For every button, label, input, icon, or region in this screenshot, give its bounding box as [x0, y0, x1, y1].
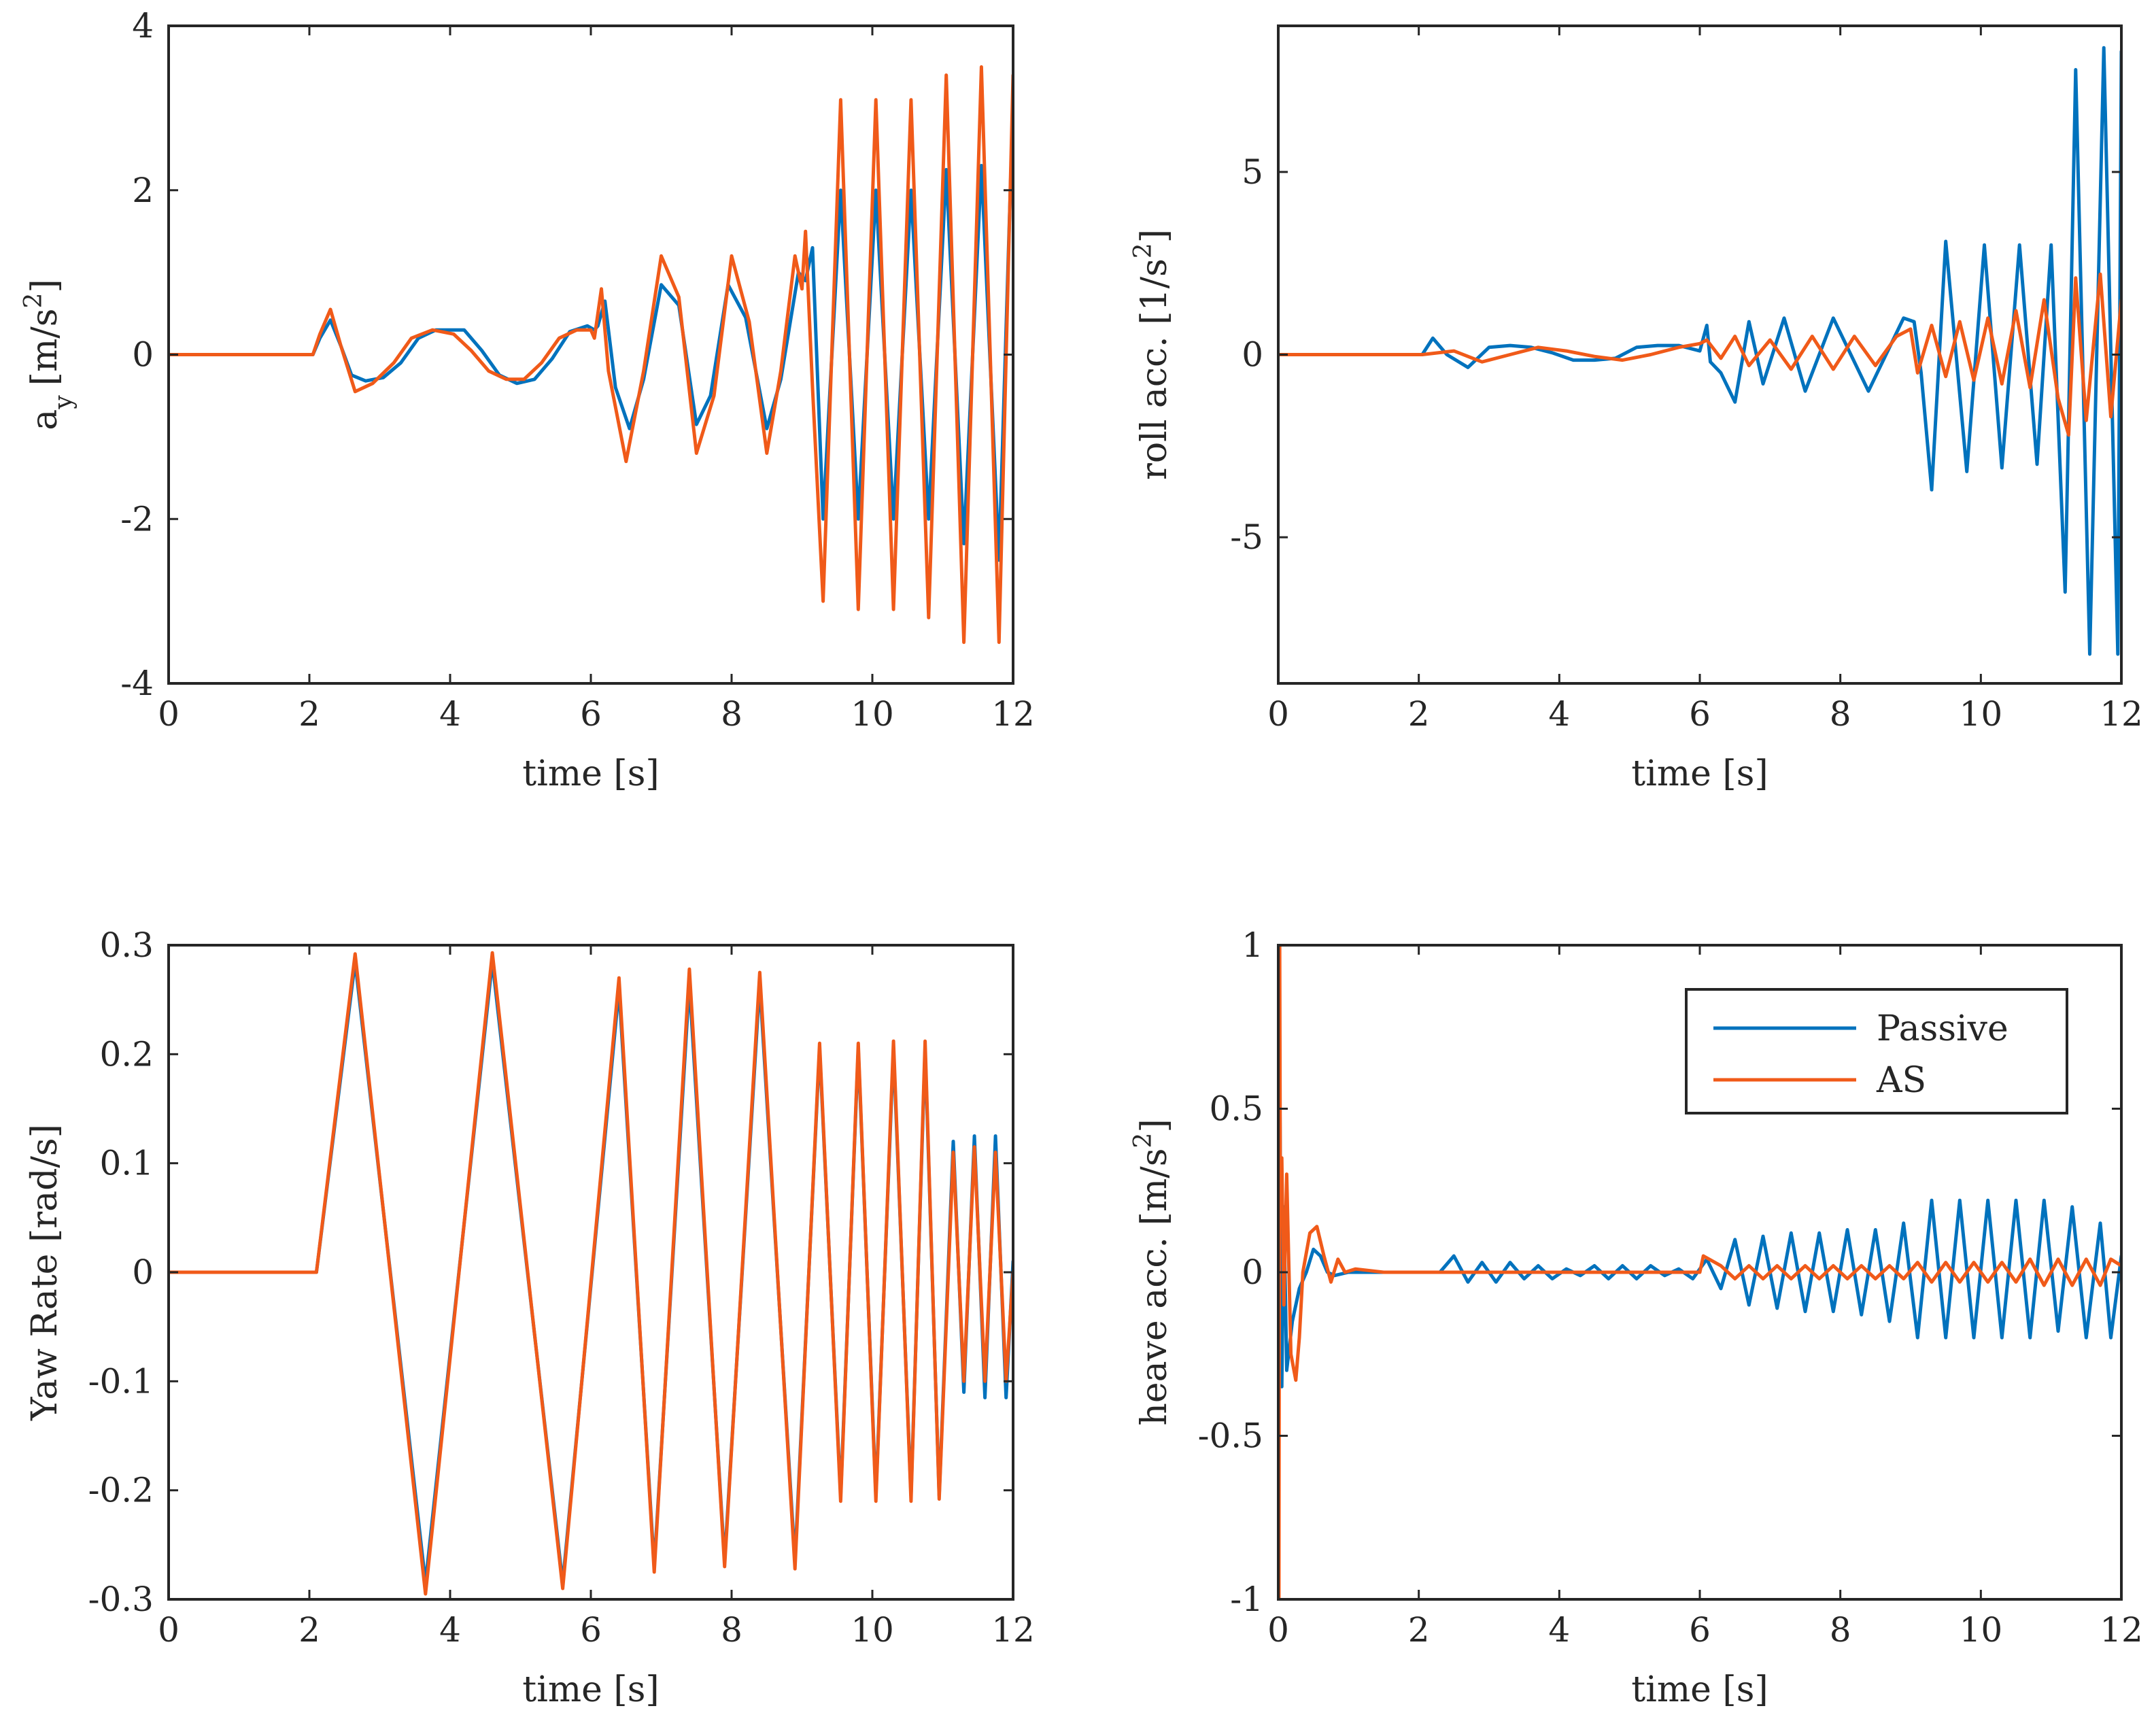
ylabel-main: heave acc. [m/s — [1134, 1148, 1175, 1426]
y-tick-label: 0.2 — [99, 1034, 154, 1074]
y-tick-label: 2 — [132, 171, 154, 210]
x-tick-label: 0 — [158, 1610, 180, 1650]
series-line-passive — [169, 98, 1013, 562]
ylabel-superscript: 2 — [1129, 243, 1157, 258]
x-tick-label: 6 — [580, 694, 602, 734]
x-tick-label: 12 — [2100, 1610, 2143, 1650]
x-tick-label: 12 — [2100, 694, 2143, 734]
ticks-yaw-rate: 0 2 4 6 8 10 12 -0.3 -0.2 -0.1 0 0.1 0.2 0.3 — [88, 925, 1035, 1650]
x-tick-label: 0 — [1267, 694, 1289, 734]
ticks-lateral-acceleration: 0 2 4 6 8 10 12 -4 -2 0 2 4 — [120, 6, 1035, 734]
x-tick-label: 4 — [439, 1610, 461, 1650]
ylabel-main: a — [24, 409, 65, 430]
x-tick-label: 2 — [1408, 694, 1430, 734]
ylabel-close: ] — [24, 279, 65, 292]
series-layer-roll-acceleration — [1278, 46, 2121, 656]
x-tick-label: 12 — [991, 1610, 1035, 1650]
x-tick-label: 12 — [991, 694, 1035, 734]
ylabel-roll-acceleration: roll acc. [1/s2] — [1129, 229, 1175, 480]
xlabel-heave-acceleration: time [s] — [1631, 1669, 1768, 1710]
series-line-as — [169, 65, 1013, 645]
x-tick-label: 8 — [721, 694, 742, 734]
x-tick-label: 0 — [1267, 1610, 1289, 1650]
y-tick-label: 0.1 — [99, 1144, 154, 1183]
y-tick-label: -1 — [1230, 1580, 1263, 1619]
panel-yaw-rate: 0 2 4 6 8 10 12 -0.3 -0.2 -0.1 0 0.1 0.2 0.3 time [s]… — [24, 925, 1035, 1710]
ylabel-superscript: 2 — [20, 293, 48, 309]
y-tick-label: -0.1 — [88, 1361, 154, 1401]
panel-heave-acceleration: 0 2 4 6 8 10 12 -1 -0.5 0 0.5 1 time [s] heave acc.… — [1129, 925, 2143, 1710]
series-line-as — [1278, 272, 2121, 437]
y-tick-label: 0 — [132, 1253, 154, 1292]
x-tick-label: 8 — [721, 1610, 742, 1650]
xlabel-roll-acceleration: time [s] — [1631, 753, 1768, 794]
ylabel-main: roll acc. [1/s — [1134, 258, 1175, 480]
ticks-roll-acceleration: 0 2 4 6 8 10 12 -5 0 5 — [1230, 26, 2143, 734]
xlabel-yaw-rate: time [s] — [522, 1669, 659, 1710]
y-tick-label: 0.5 — [1209, 1089, 1263, 1129]
x-tick-label: 2 — [1408, 1610, 1430, 1650]
ylabel-heave-acceleration: heave acc. [m/s2] — [1129, 1119, 1175, 1425]
x-tick-label: 2 — [298, 694, 320, 734]
ylabel-close: ] — [1134, 1119, 1175, 1132]
x-tick-label: 8 — [1830, 1610, 1851, 1650]
x-tick-label: 6 — [1689, 694, 1711, 734]
series-line-passive — [1278, 46, 2121, 656]
legend: Passive AS — [1685, 988, 2068, 1114]
series-line-as — [1278, 945, 2121, 1599]
x-tick-label: 4 — [1548, 1610, 1570, 1650]
ylabel-yaw-rate: Yaw Rate [rad/s] — [24, 1124, 65, 1421]
legend-label-passive: Passive — [1877, 1008, 2008, 1049]
ylabel-tail: [m/s — [24, 309, 65, 386]
series-line-as — [169, 951, 1013, 1596]
x-tick-label: 6 — [1689, 1610, 1711, 1650]
ylabel-superscript: 2 — [1129, 1133, 1157, 1148]
y-tick-label: -0.2 — [88, 1471, 154, 1510]
y-tick-label: -0.5 — [1198, 1416, 1263, 1456]
ylabel-subscript: y — [50, 395, 78, 410]
x-tick-label: 6 — [580, 1610, 602, 1650]
legend-label-as: AS — [1876, 1060, 1926, 1101]
y-tick-label: -4 — [120, 664, 154, 703]
xlabel-lateral-acceleration: time [s] — [522, 753, 659, 794]
y-tick-label: 0 — [1242, 1253, 1263, 1292]
y-tick-label: 4 — [132, 6, 154, 46]
x-tick-label: 10 — [851, 694, 894, 734]
y-tick-label: 0 — [1242, 335, 1263, 375]
y-tick-label: 0 — [132, 335, 154, 375]
y-tick-label: 5 — [1242, 152, 1263, 192]
ylabel-close: ] — [1134, 229, 1175, 243]
y-tick-label: -0.3 — [88, 1580, 154, 1619]
x-tick-label: 10 — [1960, 694, 2003, 734]
x-tick-label: 2 — [298, 1610, 320, 1650]
ylabel-lateral-acceleration: ay [m/s2] — [20, 279, 78, 430]
x-tick-label: 10 — [1960, 1610, 2003, 1650]
series-layer-heave-acceleration — [1278, 945, 2121, 1599]
y-tick-label: 0.3 — [99, 925, 154, 965]
x-tick-label: 0 — [158, 694, 180, 734]
x-tick-label: 8 — [1830, 694, 1851, 734]
ticks-heave-acceleration: 0 2 4 6 8 10 12 -1 -0.5 0 0.5 1 — [1198, 925, 2143, 1650]
series-layer-lateral-acceleration — [169, 65, 1013, 645]
panel-roll-acceleration: 0 2 4 6 8 10 12-505 time [s] roll acc. [1/s2] — [1129, 24, 2143, 794]
y-tick-label: 1 — [1242, 925, 1263, 965]
x-tick-label: 10 — [851, 1610, 894, 1650]
legend-box — [1685, 988, 2068, 1114]
y-tick-label: -2 — [120, 499, 154, 539]
x-tick-label: 4 — [1548, 694, 1570, 734]
series-layer-yaw-rate — [169, 951, 1013, 1596]
y-tick-label: -5 — [1230, 517, 1263, 557]
x-tick-label: 4 — [439, 694, 461, 734]
